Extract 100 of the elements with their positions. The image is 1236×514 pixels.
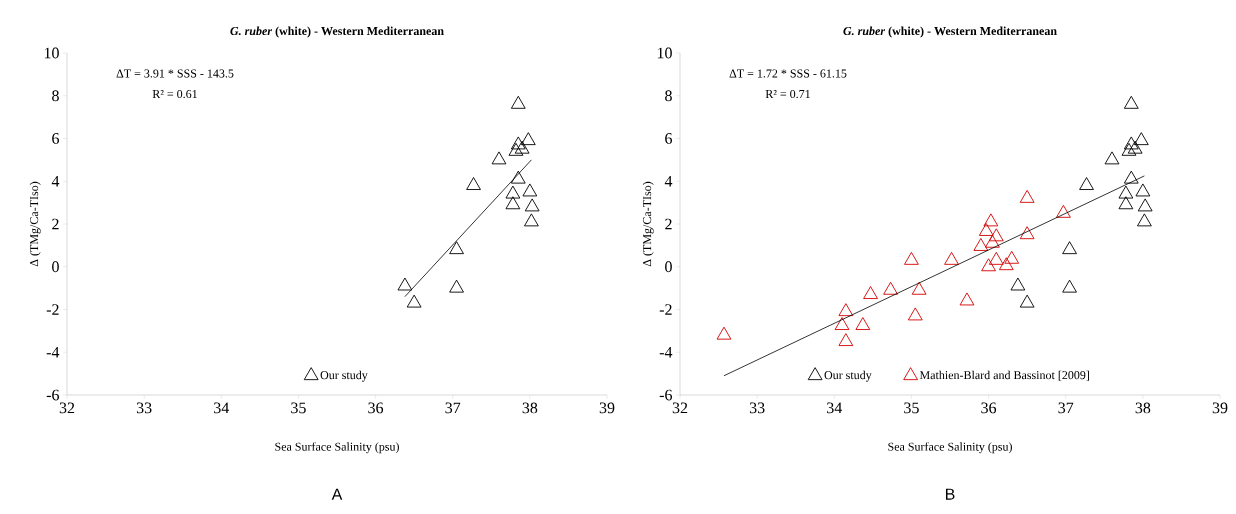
point xyxy=(834,317,850,330)
x-tick-label: 38 xyxy=(1135,402,1151,414)
point xyxy=(1104,151,1120,165)
y-tick-label: 0 xyxy=(52,261,59,273)
point xyxy=(1123,170,1139,184)
point xyxy=(1004,250,1020,264)
point xyxy=(1019,189,1035,203)
point xyxy=(1010,277,1026,291)
y-tick-label: -4 xyxy=(659,346,673,358)
point xyxy=(1118,185,1134,199)
point xyxy=(988,228,1004,242)
y-tick-label: 6 xyxy=(52,133,60,144)
x-tick-label: 37 xyxy=(445,402,461,414)
point xyxy=(911,281,927,295)
y-tick-label: 10 xyxy=(657,47,672,59)
point xyxy=(1019,226,1035,240)
legend-label: Our study xyxy=(824,370,872,382)
legend-label: Our study xyxy=(320,370,368,382)
point xyxy=(1121,142,1137,156)
point xyxy=(973,237,989,251)
point xyxy=(838,303,854,317)
legend-label: Mathien-Blard and Bassinot [2009] xyxy=(919,370,1089,381)
point xyxy=(524,213,539,227)
annotation: ΔT = 3.91 * SSS - 143.5 xyxy=(116,69,234,78)
point xyxy=(883,281,898,295)
y-tick-label: 4 xyxy=(664,175,673,187)
y-tick-label: -6 xyxy=(46,389,60,401)
y-tick-label: 2 xyxy=(52,218,59,230)
point xyxy=(904,251,919,265)
text: A xyxy=(331,488,343,500)
y-axis-title: Δ (TMg/Ca-TIso) xyxy=(642,181,654,267)
point xyxy=(510,95,526,109)
point xyxy=(1133,132,1149,146)
chart-title: G. ruber (white) - Western Mediterranean xyxy=(230,26,444,38)
x-tick-label: 36 xyxy=(368,402,384,414)
point xyxy=(1056,204,1071,218)
point xyxy=(1062,279,1077,293)
point xyxy=(449,241,464,255)
x-tick-label: 32 xyxy=(59,402,75,414)
y-tick-label: 10 xyxy=(44,47,59,59)
point xyxy=(1019,294,1035,308)
point xyxy=(1135,183,1151,197)
x-tick-label: 39 xyxy=(599,402,615,414)
point xyxy=(524,198,540,212)
x-tick-label: 32 xyxy=(672,402,688,414)
point xyxy=(863,286,878,299)
point xyxy=(406,294,422,308)
x-tick-label: 33 xyxy=(749,402,765,414)
point xyxy=(1123,136,1139,150)
x-tick-label: 34 xyxy=(214,402,230,414)
point xyxy=(959,292,975,306)
point xyxy=(838,333,854,347)
x-tick-label: 33 xyxy=(136,402,152,414)
x-tick-label: 35 xyxy=(904,402,919,414)
point xyxy=(1062,241,1077,255)
x-tick-label: 38 xyxy=(522,402,538,414)
point xyxy=(449,279,464,293)
point xyxy=(514,140,530,154)
point xyxy=(505,196,521,210)
y-tick-label: 8 xyxy=(52,90,59,102)
annotation: ΔT = 1.72 * SSS - 61.15 xyxy=(729,69,847,78)
y-tick-label: 6 xyxy=(665,133,673,144)
x-tick-label: 35 xyxy=(291,402,306,414)
point xyxy=(985,234,1000,248)
x-tick-label: 34 xyxy=(827,402,843,414)
x-axis-title: Sea Surface Salinity (psu) xyxy=(275,442,399,454)
point xyxy=(1137,213,1152,227)
y-tick-label: 8 xyxy=(665,90,672,102)
x-tick-label: 37 xyxy=(1058,402,1074,414)
point xyxy=(981,258,996,272)
point xyxy=(944,251,959,265)
x-tick-label: 39 xyxy=(1212,402,1228,414)
y-tick-label: -4 xyxy=(46,346,60,358)
point xyxy=(522,183,538,197)
y-tick-label: 4 xyxy=(51,175,60,187)
point xyxy=(508,142,524,156)
chart-title: G. ruber (white) - Western Mediterranean xyxy=(843,26,1057,38)
point xyxy=(397,277,413,291)
y-tick-label: 0 xyxy=(665,261,672,273)
point xyxy=(978,223,994,236)
text: B xyxy=(945,488,955,500)
y-axis-title: Δ (TMg/Ca-TIso) xyxy=(29,181,41,267)
annotation: R² = 0.71 xyxy=(765,89,810,99)
x-tick-label: 36 xyxy=(981,402,997,414)
point xyxy=(988,251,1004,265)
annotation: R² = 0.61 xyxy=(152,89,197,99)
y-tick-label: -2 xyxy=(46,304,59,315)
point xyxy=(716,326,732,340)
point xyxy=(505,185,521,199)
point xyxy=(1127,140,1143,154)
point xyxy=(510,136,526,150)
point xyxy=(983,213,999,227)
point xyxy=(1137,198,1153,212)
point xyxy=(1118,196,1134,210)
point xyxy=(998,257,1014,271)
point xyxy=(520,132,536,146)
y-tick-label: 2 xyxy=(665,218,672,230)
y-tick-label: -2 xyxy=(659,304,672,315)
point xyxy=(907,307,923,321)
y-tick-label: -6 xyxy=(659,389,673,401)
